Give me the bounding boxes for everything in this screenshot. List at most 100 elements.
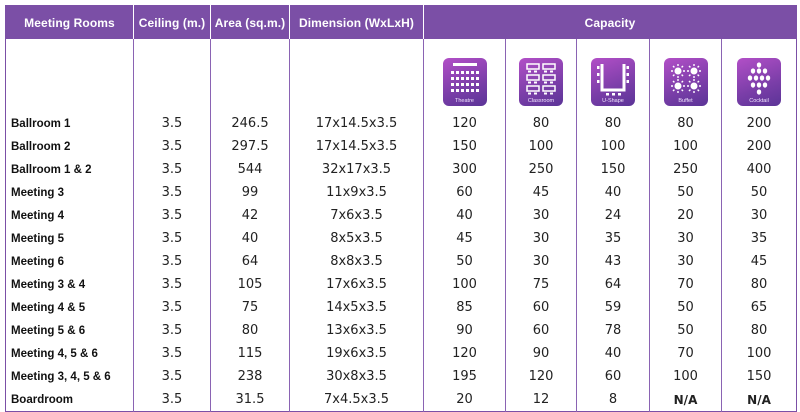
cell-room: Ballroom 2 xyxy=(5,135,134,158)
cell-classroom: 30 xyxy=(505,250,577,273)
col-header-area: Area (sq.m.) xyxy=(210,5,290,39)
table-row: Meeting 4, 5 & 6 3.5 115 19x6x3.5 120 90 40 70 1… xyxy=(5,342,797,365)
table-row: Ballroom 2 3.5 297.5 17x14.5x3.5 150 100 100 10… xyxy=(5,135,797,158)
cell-dimension: 13x6x3.5 xyxy=(289,319,424,342)
cell-area: 99 xyxy=(210,181,290,204)
cell-classroom: 60 xyxy=(505,319,577,342)
table-row: Ballroom 1 3.5 246.5 17x14.5x3.5 120 80 80 80 20… xyxy=(5,112,797,135)
cell-buffet: 70 xyxy=(649,342,722,365)
cell-theatre: 60 xyxy=(423,181,506,204)
cell-ceiling: 3.5 xyxy=(133,296,211,319)
cell-cocktail: 200 xyxy=(746,139,772,154)
cell-cocktail: 200 xyxy=(746,116,772,131)
cell-dimension: 17x14.5x3.5 xyxy=(289,135,424,158)
cell-buffet: 70 xyxy=(649,273,722,296)
cell-ushape: 40 xyxy=(576,342,650,365)
cell-dimension: 30x8x3.5 xyxy=(289,365,424,388)
cell-classroom: 250 xyxy=(505,158,577,181)
cell-area: 297.5 xyxy=(210,135,290,158)
table-row: Meeting 5 3.5 40 8x5x3.5 45 30 35 30 35 xyxy=(5,227,797,250)
cell-classroom: 80 xyxy=(505,112,577,135)
cell-theatre: 300 xyxy=(423,158,506,181)
cell-room: Ballroom 1 xyxy=(5,112,134,135)
cell-dimension: 7x4.5x3.5 xyxy=(289,388,424,412)
layout-label-classroom: Classroom xyxy=(527,97,555,104)
capacity-chart: Meeting Rooms Ceiling (m.) Area (sq.m.) … xyxy=(5,5,798,412)
table-row: Meeting 5 & 6 3.5 80 13x6x3.5 90 60 78 50 80 xyxy=(5,319,797,342)
cell-ceiling: 3.5 xyxy=(133,181,211,204)
buffet-seating-icon: Buffet xyxy=(663,57,708,106)
cell-ceiling: 3.5 xyxy=(133,227,211,250)
table-row: Meeting 4 3.5 42 7x6x3.5 40 30 24 20 30 xyxy=(5,204,797,227)
table-row: Boardroom 3.5 31.5 7x4.5x3.5 20 12 8 N/A N/A xyxy=(5,388,797,412)
header-row: Meeting Rooms Ceiling (m.) Area (sq.m.) … xyxy=(5,5,797,39)
cell-cocktail: 80 xyxy=(750,277,768,292)
cell-dimension: 17x14.5x3.5 xyxy=(289,112,424,135)
cell-ceiling: 3.5 xyxy=(133,342,211,365)
table-row: Meeting 4 & 5 3.5 75 14x5x3.5 85 60 59 50 65 xyxy=(5,296,797,319)
cell-room: Boardroom xyxy=(5,388,134,412)
cell-cocktail: 65 xyxy=(750,300,768,315)
table-row: Meeting 3 3.5 99 11x9x3.5 60 45 40 50 50 xyxy=(5,181,797,204)
table-row: Ballroom 1 & 2 3.5 544 32x17x3.5 300 250 150 25… xyxy=(5,158,797,181)
cell-ceiling: 3.5 xyxy=(133,273,211,296)
table-row: Meeting 6 3.5 64 8x8x3.5 50 30 43 30 45 xyxy=(5,250,797,273)
cell-cocktail: 100 xyxy=(746,346,772,361)
cell-classroom: 100 xyxy=(505,135,577,158)
cell-buffet: 100 xyxy=(649,135,722,158)
layout-label-ushape: U-Shape xyxy=(602,97,624,104)
layout-label-theatre: Theatre xyxy=(455,97,474,104)
cell-area: 105 xyxy=(210,273,290,296)
cell-ushape: 80 xyxy=(576,112,650,135)
cell-area: 75 xyxy=(210,296,290,319)
cell-ceiling: 3.5 xyxy=(133,158,211,181)
cell-room: Ballroom 1 & 2 xyxy=(5,158,134,181)
cell-ceiling: 3.5 xyxy=(133,135,211,158)
cell-buffet: 30 xyxy=(649,227,722,250)
cell-room: Meeting 4, 5 & 6 xyxy=(5,342,134,365)
layout-icons-row: Theatre xyxy=(5,39,797,112)
cell-classroom: 120 xyxy=(505,365,577,388)
cell-dimension: 8x5x3.5 xyxy=(289,227,424,250)
cell-classroom: 45 xyxy=(505,181,577,204)
cell-theatre: 120 xyxy=(423,342,506,365)
cell-buffet: 50 xyxy=(649,319,722,342)
cell-area: 40 xyxy=(210,227,290,250)
cell-buffet: 80 xyxy=(649,112,722,135)
cell-area: 64 xyxy=(210,250,290,273)
cell-classroom: 30 xyxy=(505,227,577,250)
cell-ceiling: 3.5 xyxy=(133,250,211,273)
cell-cocktail: 400 xyxy=(746,162,772,177)
classroom-seating-icon: Classroom xyxy=(519,57,563,106)
cell-theatre: 90 xyxy=(423,319,506,342)
cell-cocktail: 150 xyxy=(746,369,772,384)
cell-ushape: 78 xyxy=(576,319,650,342)
cell-cocktail: 30 xyxy=(750,208,768,223)
cell-dimension: 14x5x3.5 xyxy=(289,296,424,319)
cell-ceiling: 3.5 xyxy=(133,204,211,227)
cell-theatre: 40 xyxy=(423,204,506,227)
cell-room: Meeting 4 & 5 xyxy=(5,296,134,319)
rooms-body: Ballroom 1 3.5 246.5 17x14.5x3.5 120 80 80 80 20… xyxy=(5,112,797,412)
cell-area: 246.5 xyxy=(210,112,290,135)
cell-ushape: 60 xyxy=(576,365,650,388)
cell-ceiling: 3.5 xyxy=(133,388,211,412)
col-header-capacity: Capacity xyxy=(423,5,797,39)
cell-buffet: 20 xyxy=(649,204,722,227)
cell-area: 31.5 xyxy=(210,388,290,412)
cell-theatre: 150 xyxy=(423,135,506,158)
cell-area: 238 xyxy=(210,365,290,388)
table-row: Meeting 3 & 4 3.5 105 17x6x3.5 100 75 64 70 80 xyxy=(5,273,797,296)
meeting-rooms-table: Meeting Rooms Ceiling (m.) Area (sq.m.) … xyxy=(5,5,798,412)
cell-classroom: 90 xyxy=(505,342,577,365)
cell-ushape: 59 xyxy=(576,296,650,319)
u-shape-seating-icon: U-Shape xyxy=(591,57,635,106)
cell-room: Meeting 5 & 6 xyxy=(5,319,134,342)
cell-room: Meeting 4 xyxy=(5,204,134,227)
cell-ushape: 150 xyxy=(576,158,650,181)
cell-classroom: 30 xyxy=(505,204,577,227)
cell-ushape: 100 xyxy=(576,135,650,158)
cell-theatre: 45 xyxy=(423,227,506,250)
cocktail-seating-icon: Cocktail xyxy=(737,57,782,106)
cell-ushape: 24 xyxy=(576,204,650,227)
